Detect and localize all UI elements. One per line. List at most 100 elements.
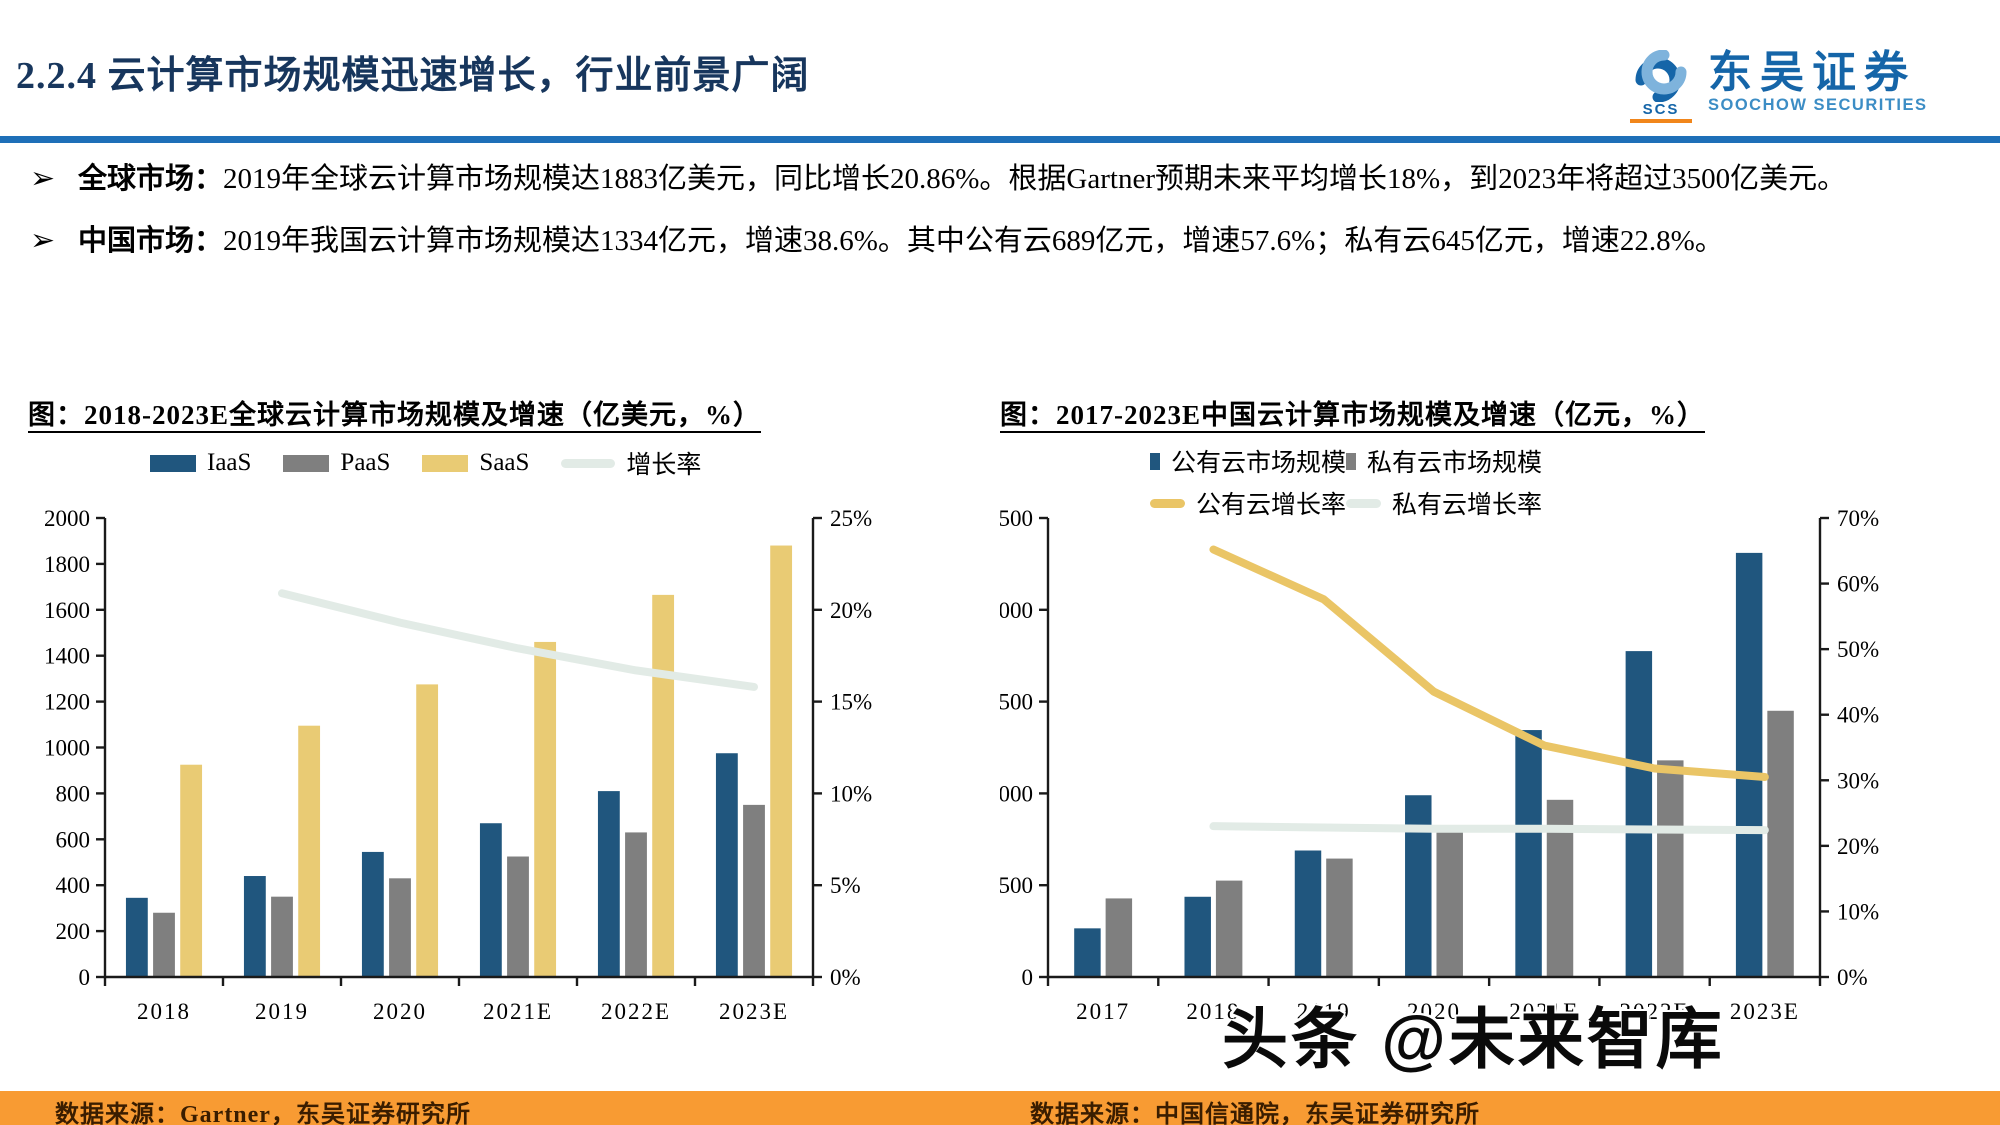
x-tick-label: 2018 bbox=[137, 999, 191, 1024]
page-title: 2.2.4 云计算市场规模迅速增长，行业前景广阔 bbox=[16, 55, 810, 97]
x-tick-label: 2021E bbox=[1509, 999, 1579, 1024]
legend-item: 私有云增长率 bbox=[1346, 485, 1542, 521]
y-right-tick: 25% bbox=[830, 506, 872, 531]
bar-SaaS-2018 bbox=[180, 764, 203, 977]
bar-IaaS-2022E bbox=[597, 791, 620, 977]
x-tick-label: 2020 bbox=[1407, 999, 1461, 1024]
legend-label: 私有云市场规模 bbox=[1366, 450, 1542, 477]
legend-swatch-bar bbox=[283, 454, 330, 472]
y-right-tick: 20% bbox=[1837, 834, 1879, 859]
line-公有云增长率 bbox=[1209, 545, 1769, 782]
chart-legend-china-lines: 公有云增长率 私有云增长率 bbox=[1150, 485, 1542, 521]
line-增长率 bbox=[278, 589, 758, 691]
bar-私有云市场规模-2018 bbox=[1215, 880, 1243, 977]
legend-item: IaaS bbox=[150, 449, 251, 477]
bar-公有云市场规模-2023E bbox=[1735, 552, 1763, 977]
bar-IaaS-2019 bbox=[243, 876, 266, 977]
y-right-tick: 20% bbox=[830, 598, 872, 623]
chart-title-global: 图：2018-2023E全球云计算市场规模及增速（亿美元，%） bbox=[28, 400, 761, 430]
bar-PaaS-2020 bbox=[389, 878, 411, 977]
x-tick-label: 2021E bbox=[483, 999, 553, 1024]
bullet-label: 全球市场： bbox=[78, 163, 224, 195]
y-left-tick: 1600 bbox=[44, 598, 90, 623]
y-right-tick: 5% bbox=[830, 873, 861, 898]
legend-label: 公有云市场规模 bbox=[1170, 450, 1346, 477]
bar-IaaS-2021E bbox=[479, 823, 502, 977]
y-left-tick: 500 bbox=[1000, 873, 1033, 898]
axes bbox=[103, 518, 815, 979]
y-right-tick: 30% bbox=[1837, 768, 1879, 793]
logo-en-name: SOOCHOW SECURITIES bbox=[1708, 96, 1928, 115]
logo-icon: SCS bbox=[1628, 50, 1694, 123]
y-right-tick: 10% bbox=[1837, 899, 1879, 924]
arrow-bullet-icon: ➢ bbox=[30, 224, 56, 257]
scs-swirl-icon bbox=[1635, 50, 1687, 102]
legend-item: 增长率 bbox=[561, 445, 701, 481]
logo-wordmark: 东吴证券 SOOCHOW SECURITIES bbox=[1708, 48, 1928, 115]
legend-item: PaaS bbox=[283, 449, 390, 477]
y-left-tick: 1000 bbox=[44, 736, 90, 761]
header-divider bbox=[0, 136, 2000, 143]
arrow-bullet-icon: ➢ bbox=[30, 162, 56, 195]
legend-label: 公有云增长率 bbox=[1195, 492, 1346, 519]
x-tick-label: 2022E bbox=[1620, 999, 1690, 1024]
legend-swatch-line bbox=[1346, 498, 1381, 508]
bullet-content: 2019年我国云计算市场规模达1334亿元，增速38.6%。其中公有云689亿元… bbox=[223, 225, 1724, 257]
y-left-tick: 1800 bbox=[44, 552, 90, 577]
bar-公有云市场规模-2018 bbox=[1184, 896, 1211, 977]
y-left-tick: 400 bbox=[56, 873, 91, 898]
y-left-tick: 1500 bbox=[1000, 690, 1033, 715]
logo-cn-name: 东吴证券 bbox=[1708, 48, 1916, 97]
footer-source-right: 数据来源：中国信通院，东吴证券研究所 bbox=[1030, 1102, 1480, 1125]
bullet-list: ➢ 全球市场：2019年全球云计算市场规模达1883亿美元，同比增长20.86%… bbox=[30, 150, 1960, 274]
bar-SaaS-2023E bbox=[770, 545, 793, 977]
bar-私有云市场规模-2022E bbox=[1657, 760, 1684, 977]
bar-PaaS-2018 bbox=[153, 912, 175, 977]
legend-label: IaaS bbox=[207, 449, 252, 476]
y-left-tick: 2000 bbox=[1000, 598, 1033, 623]
bullet-text: 全球市场：2019年全球云计算市场规模达1883亿美元，同比增长20.86%。根… bbox=[78, 150, 1846, 208]
bar-公有云市场规模-2022E bbox=[1625, 651, 1653, 977]
bar-IaaS-2023E bbox=[715, 753, 738, 977]
x-tick-label: 2023E bbox=[1730, 999, 1800, 1024]
soochow-securities-logo: SCS 东吴证券 SOOCHOW SECURITIES bbox=[1628, 48, 1928, 123]
legend-item: 公有云市场规模 bbox=[1150, 443, 1346, 479]
bar-公有云市场规模-2019 bbox=[1294, 850, 1322, 977]
y-left-tick: 2000 bbox=[44, 506, 90, 531]
bar-SaaS-2020 bbox=[416, 684, 439, 977]
bar-公有云市场规模-2020 bbox=[1405, 795, 1432, 977]
bar-公有云市场规模-2017 bbox=[1074, 928, 1101, 977]
y-left-tick: 1200 bbox=[44, 690, 90, 715]
bullet-item-global: ➢ 全球市场：2019年全球云计算市场规模达1883亿美元，同比增长20.86%… bbox=[30, 150, 1960, 208]
bullet-content: 2019年全球云计算市场规模达1883亿美元，同比增长20.86%。根据Gart… bbox=[223, 163, 1847, 195]
y-left-tick: 200 bbox=[56, 919, 91, 944]
legend-swatch-bar bbox=[1346, 452, 1356, 470]
y-left-tick: 1400 bbox=[44, 644, 90, 669]
china-cloud-chart: 0 500 1000 1500 2000 2500 0% 10% 20% 30% 40% 50% 60%… bbox=[1000, 506, 1879, 1024]
footer-bar: 数据来源：Gartner，东吴证券研究所 数据来源：中国信通院，东吴证券研究所 bbox=[0, 1091, 2000, 1125]
chart-legend-china-bars: 公有云市场规模 私有云市场规模 bbox=[1150, 443, 1542, 479]
y-right-tick: 0% bbox=[1837, 965, 1868, 990]
y-right-tick: 70% bbox=[1837, 506, 1879, 531]
global-cloud-chart: 0 200 400 600 800 1000 1200 1400 1600 1800 2000 0% 5… bbox=[44, 506, 872, 1024]
logo-underline bbox=[1630, 119, 1692, 123]
y-right-tick: 15% bbox=[830, 690, 872, 715]
bar-私有云市场规模-2019 bbox=[1326, 858, 1353, 977]
bullet-item-china: ➢ 中国市场：2019年我国云计算市场规模达1334亿元，增速38.6%。其中公… bbox=[30, 212, 1960, 270]
bar-私有云市场规模-2017 bbox=[1105, 898, 1133, 977]
legend-item: 公有云增长率 bbox=[1150, 485, 1346, 521]
bar-PaaS-2023E bbox=[743, 804, 765, 977]
y-right-tick: 50% bbox=[1837, 637, 1879, 662]
bar-PaaS-2019 bbox=[271, 896, 293, 977]
x-tick-label: 2017 bbox=[1076, 999, 1130, 1024]
legend-swatch-bar bbox=[422, 454, 469, 472]
x-tick-label: 2019 bbox=[255, 999, 309, 1024]
bar-公有云市场规模-2021E bbox=[1515, 730, 1542, 977]
x-tick-label: 2022E bbox=[601, 999, 671, 1024]
x-tick-label: 2020 bbox=[373, 999, 427, 1024]
y-left-tick: 0 bbox=[1022, 965, 1034, 990]
legend-label: 私有云增长率 bbox=[1391, 492, 1542, 519]
y-left-tick: 0 bbox=[79, 965, 91, 990]
y-left-tick: 800 bbox=[56, 781, 91, 806]
